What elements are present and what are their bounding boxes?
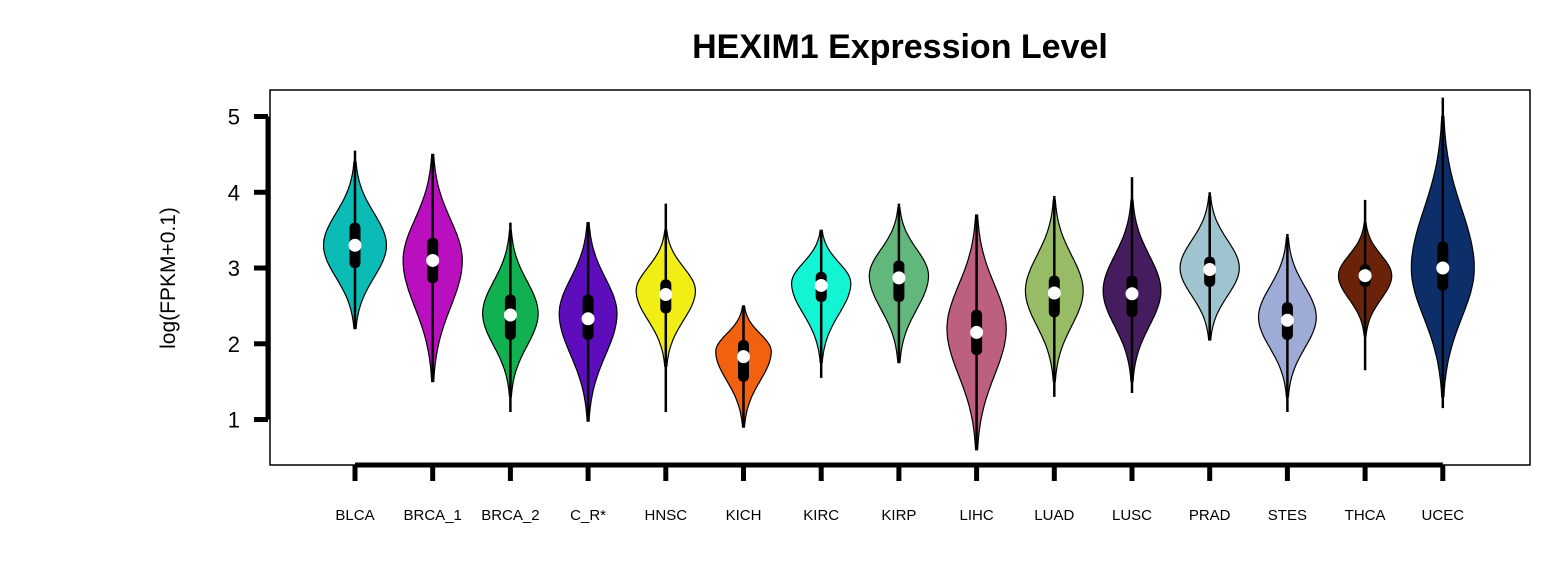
violins [323,97,1475,451]
x-tick-label: LIHC [960,507,994,524]
violin-kirp [868,203,930,364]
y-tick-label: 2 [228,332,240,357]
violin-lusc [1102,177,1162,394]
violin-ucec [1410,97,1475,409]
x-tick-label: HNSC [645,507,688,524]
violin-luad [1024,196,1084,397]
chart-title: HEXIM1 Expression Level [692,28,1108,66]
y-tick-label: 4 [228,180,240,205]
y-tick-label: 5 [228,105,240,130]
median-point [348,238,362,252]
median-point [737,350,750,364]
x-tick-label: KIRP [881,507,916,524]
x-tick-label: BLCA [335,507,374,524]
violin-blca [323,150,387,330]
violin-kirc [791,229,852,378]
x-tick-label: BRCA_1 [404,507,462,524]
x-tick-label: KICH [726,507,762,524]
median-point [1436,261,1450,275]
median-point [581,312,595,326]
x-tick-label: UCEC [1422,507,1465,524]
x-tick-label: LUSC [1112,507,1152,524]
x-tick-label: STES [1268,507,1307,524]
median-point [1125,287,1139,301]
median-point [1280,313,1294,327]
median-point [426,253,440,267]
violin-kich [715,305,772,428]
x-tick-label: KIRC [803,507,839,524]
median-point [814,278,828,292]
violin-c-r- [558,222,618,422]
y-axis: 1 2 3 4 5 [228,105,271,433]
violin-prad [1179,192,1240,341]
median-point [503,308,517,322]
y-tick-label: 3 [228,256,240,281]
x-tick-label: PRAD [1189,507,1231,524]
y-tick-label: 1 [228,408,240,433]
violin-lihc [946,214,1007,451]
median-point [970,325,984,339]
x-tick-label: BRCA_2 [481,507,539,524]
x-tick-label: C_R* [570,507,606,524]
x-axis: BLCA BRCA_1 BRCA_2 C_R* HNSC KICH KIRC KIRP LIHC… [335,462,1465,524]
violin-brca-2 [481,222,539,412]
median-point [1358,269,1372,283]
median-point [659,288,673,302]
y-axis-label: log(FPKM+0.1) [157,207,180,349]
median-point [1047,286,1061,300]
x-tick-label: LUAD [1034,507,1074,524]
median-point [1203,263,1217,277]
violin-hnsc [635,203,696,412]
violin-brca-1 [402,153,463,383]
violin-stes [1257,233,1317,412]
x-tick-label: THCA [1345,507,1386,524]
median-point [892,271,906,285]
violin-thca [1337,199,1393,371]
